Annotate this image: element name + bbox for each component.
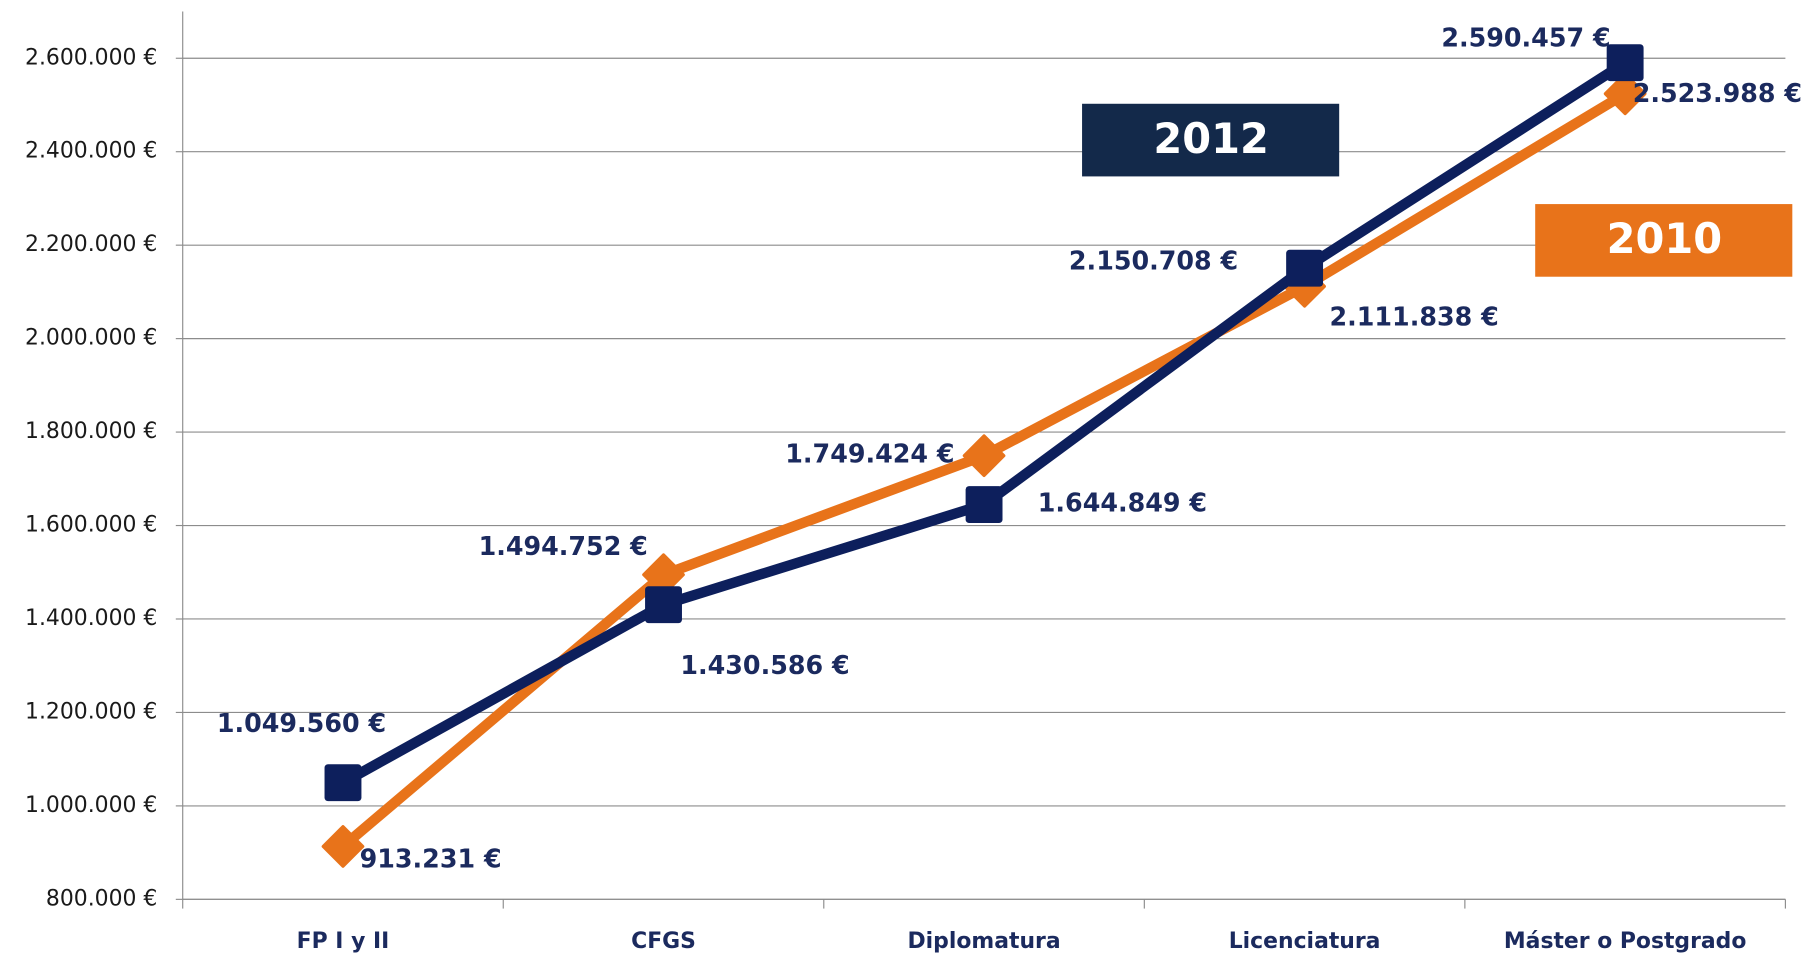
data-label: 1.430.586 € (680, 650, 849, 680)
legend-box (1082, 103, 1340, 177)
x-tick-label: CFGS (631, 929, 696, 954)
y-tick-label: 2.600.000 € (25, 45, 157, 70)
y-tick-label: 1.800.000 € (25, 419, 157, 444)
legend-label: 2010 (1607, 214, 1723, 263)
y-tick-label: 2.000.000 € (25, 326, 157, 351)
marker (324, 764, 362, 802)
marker (965, 486, 1003, 524)
y-tick-label: 2.200.000 € (25, 232, 157, 257)
data-label: 2.111.838 € (1329, 302, 1498, 332)
marker (962, 434, 1006, 478)
series-line (340, 58, 1628, 788)
data-label: 1.049.560 € (217, 708, 386, 738)
data-label: 1.749.424 € (785, 439, 954, 469)
x-tick-label: Diplomatura (908, 929, 1061, 954)
legend-label: 2012 (1153, 114, 1269, 163)
y-tick-label: 1.200.000 € (25, 699, 157, 724)
y-tick-label: 1.400.000 € (25, 606, 157, 631)
marker (321, 825, 365, 868)
y-tick-label: 800.000 € (46, 886, 157, 911)
data-label: 2.523.988 € (1633, 78, 1802, 108)
marker (1603, 72, 1647, 116)
data-label: 1.494.752 € (479, 531, 648, 561)
x-tick-label: Máster o Postgrado (1504, 929, 1747, 954)
x-tick-label: Licenciatura (1229, 929, 1381, 954)
data-label: 2.150.708 € (1069, 245, 1238, 275)
x-tick-label: FP I y II (297, 929, 390, 954)
y-tick-label: 1.000.000 € (25, 793, 157, 818)
marker (1286, 249, 1324, 287)
marker (1606, 44, 1644, 82)
data-label: 2.590.457 € (1441, 23, 1610, 53)
legend-box (1535, 204, 1793, 277)
marker (645, 586, 682, 624)
y-tick-label: 1.600.000 € (25, 513, 157, 538)
y-tick-label: 2.400.000 € (25, 139, 157, 164)
data-label: 913.231 € (360, 843, 502, 873)
data-label: 1.644.849 € (1038, 488, 1207, 518)
